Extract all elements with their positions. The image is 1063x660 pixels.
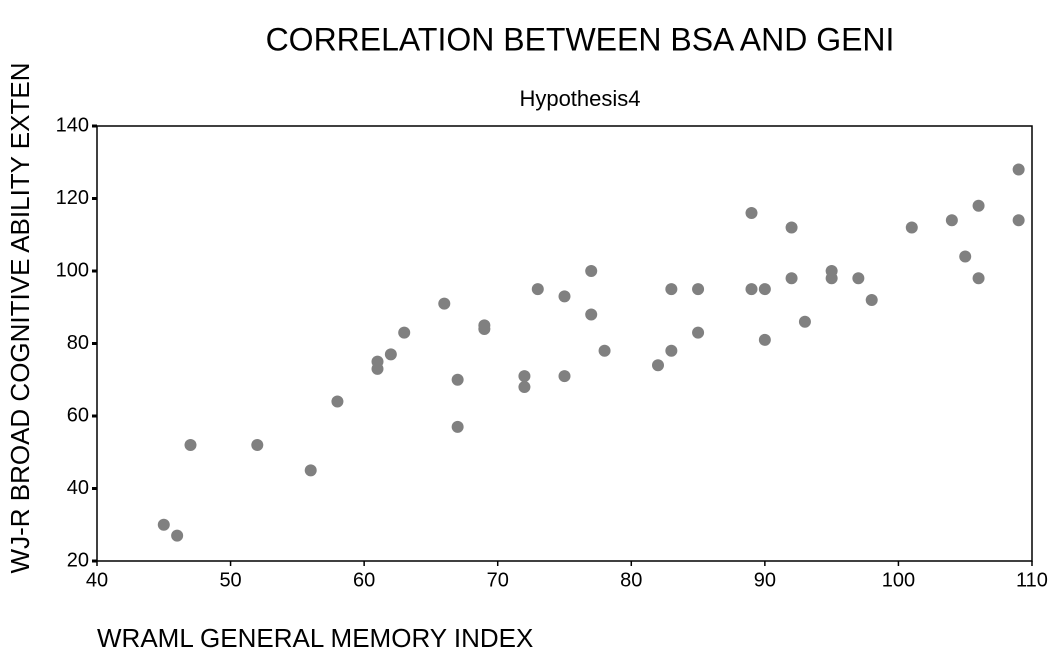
point [451, 373, 464, 386]
point [384, 348, 397, 361]
point [692, 283, 705, 296]
point [184, 439, 197, 451]
point [825, 272, 838, 285]
point [585, 265, 598, 277]
point [451, 420, 464, 433]
point [518, 370, 531, 383]
y-axis-label: WJ-R BROAD COGNITIVE ABILITY EXTEN [5, 63, 35, 574]
x-tick-label: 50 [219, 569, 241, 591]
y-tick-label: 100 [56, 259, 89, 281]
point [558, 290, 571, 303]
point [798, 315, 811, 328]
x-axis-label: WRAML GENERAL MEMORY INDEX [97, 623, 533, 653]
plot-frame [96, 125, 1033, 562]
point [652, 359, 664, 372]
point [171, 529, 184, 542]
point [585, 308, 598, 321]
point [251, 439, 264, 451]
point [852, 272, 865, 285]
point [972, 199, 985, 212]
point [1012, 214, 1025, 227]
x-tick-label: 40 [86, 569, 108, 591]
point [531, 283, 544, 296]
point [478, 323, 491, 335]
point [745, 207, 758, 219]
point [438, 297, 451, 310]
y-tick-label: 140 [56, 114, 89, 136]
point [945, 214, 958, 227]
y-tick-label: 40 [67, 477, 89, 499]
x-tick-label: 90 [754, 569, 776, 591]
point [598, 344, 611, 357]
y-tick-label: 60 [67, 404, 89, 426]
point [398, 326, 411, 339]
point [758, 283, 771, 296]
point [785, 272, 798, 285]
point [692, 326, 705, 339]
point [1012, 163, 1025, 176]
point [972, 272, 985, 285]
chart-title: CORRELATION BETWEEN BSA AND GENI [266, 21, 895, 57]
y-tick-label: 80 [67, 332, 89, 354]
y-tick-label: 120 [56, 187, 89, 209]
x-tick-label: 70 [487, 569, 509, 591]
point [331, 395, 344, 408]
x-tick-label: 60 [353, 569, 375, 591]
point [758, 333, 771, 346]
point [518, 381, 531, 393]
point [304, 464, 317, 477]
point [905, 221, 918, 234]
point [865, 294, 878, 306]
point [157, 518, 170, 531]
x-tick-label: 100 [882, 569, 915, 591]
x-tick-label: 110 [1016, 569, 1048, 591]
point [665, 344, 678, 357]
point [785, 221, 798, 234]
point [371, 362, 384, 375]
y-tick-label: 20 [67, 549, 89, 571]
point [745, 283, 758, 296]
x-tick-label: 80 [620, 569, 642, 591]
point [665, 283, 678, 296]
point [558, 370, 571, 383]
chart-subtitle: Hypothesis4 [519, 86, 640, 111]
point [959, 250, 972, 263]
